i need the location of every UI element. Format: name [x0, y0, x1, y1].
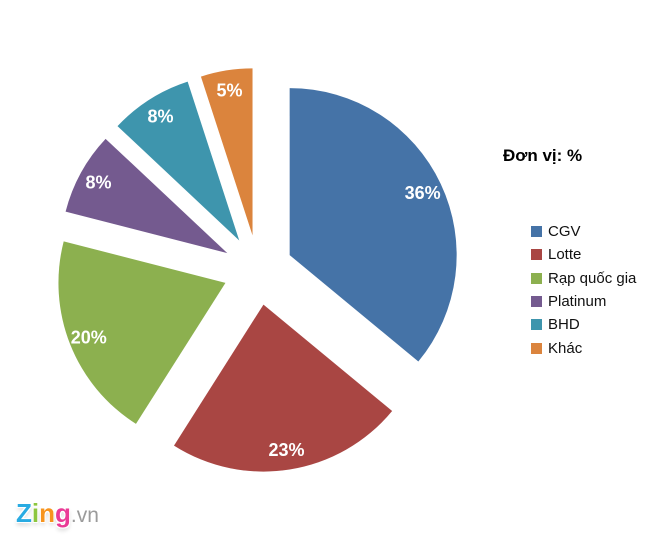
legend-swatch-platinum: [531, 296, 542, 308]
legend-swatch-cgv: [531, 226, 542, 238]
legend-label-lotte: Lotte: [548, 246, 582, 264]
legend-swatch-rap-quoc-gia: [531, 272, 542, 284]
legend-label-rap-quoc-gia: Rạp quốc gia: [548, 269, 637, 287]
zing-logo-letter: i: [31, 498, 40, 528]
legend-item-lotte: Lotte: [531, 243, 636, 266]
pie-slice-khac: [200, 68, 253, 236]
pie-label-rap-quoc-gia: 20%: [71, 327, 107, 347]
pie-slice-cgv: [289, 88, 457, 362]
pie-slice-lotte: [173, 304, 393, 472]
legend-item-cgv: CGV: [531, 220, 636, 243]
legend-item-khac: Khác: [531, 336, 636, 359]
zing-logo: Zing.vn: [16, 498, 99, 529]
legend-label-bhd: BHD: [548, 316, 580, 334]
zing-logo-letter: n: [39, 498, 56, 528]
pie-slice-platinum: [65, 138, 228, 254]
zing-logo-suffix: .vn: [70, 504, 99, 527]
legend-swatch-bhd: [531, 319, 542, 331]
zing-logo-letter: Z: [16, 498, 32, 528]
legend-label-cgv: CGV: [548, 223, 581, 241]
legend-swatch-lotte: [531, 249, 542, 261]
legend-swatch-khac: [531, 342, 542, 354]
legend: CGV Lotte Rạp quốc gia Platinum BHD Khác: [531, 220, 636, 360]
legend-item-bhd: BHD: [531, 313, 636, 336]
pie-slice-rap-quoc-gia: [58, 241, 226, 424]
zing-logo-letter: g: [55, 498, 71, 528]
pie-label-lotte: 23%: [268, 440, 304, 460]
pie-slice-bhd: [117, 81, 240, 241]
legend-item-platinum: Platinum: [531, 290, 636, 313]
legend-item-rap-quoc-gia: Rạp quốc gia: [531, 267, 636, 290]
pie-label-khac: 5%: [216, 81, 242, 101]
pie-label-cgv: 36%: [405, 183, 441, 203]
chart-title: Đơn vị: %: [503, 146, 583, 165]
legend-label-platinum: Platinum: [548, 293, 607, 311]
legend-label-khac: Khác: [548, 339, 583, 357]
pie-label-platinum: 8%: [85, 173, 111, 193]
pie-label-bhd: 8%: [147, 107, 173, 127]
